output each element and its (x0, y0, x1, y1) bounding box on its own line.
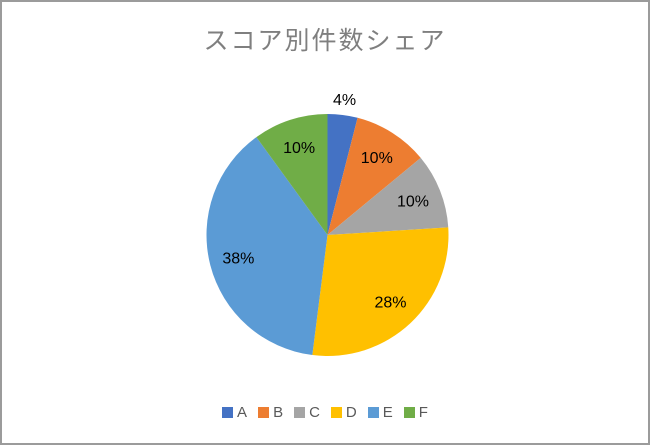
legend-marker-A (222, 406, 234, 418)
pie-slice-E[interactable] (206, 137, 328, 356)
pie-slice-F[interactable] (256, 114, 328, 235)
legend-label-E: E (382, 403, 393, 421)
chart-title[interactable]: スコア別件数シェア (203, 27, 447, 55)
pie-slice-A[interactable] (327, 114, 358, 235)
legend-marker-E (367, 406, 379, 418)
data-label-E: 38% (222, 250, 254, 267)
legend-label-B: B (273, 403, 284, 421)
legend-item-C[interactable]: C (294, 405, 320, 420)
pie-slice-B[interactable] (327, 117, 421, 235)
legend-label-D: D (345, 403, 357, 421)
legend-label-F: F (418, 403, 428, 421)
data-label-F: 10% (283, 140, 315, 157)
data-label-A: 4% (333, 92, 356, 109)
legend-marker-B (258, 406, 270, 418)
legend-item-D[interactable]: D (330, 403, 357, 421)
legend-marker-D (330, 406, 342, 418)
legend-item-F[interactable]: F (403, 403, 428, 421)
legend-marker-F (403, 406, 415, 418)
chart-legend: A B C D E F (2, 402, 648, 422)
legend-item-E[interactable]: E (367, 403, 393, 421)
data-label-B: 10% (361, 150, 393, 167)
legend-label-C: C (309, 403, 320, 421)
pie-slice-C[interactable] (327, 157, 449, 235)
legend-label-A: A (237, 403, 248, 421)
data-label-D: 28% (374, 295, 406, 312)
legend-marker-C (294, 406, 306, 418)
legend-item-B[interactable]: B (258, 405, 283, 420)
data-label-C: 10% (397, 194, 429, 211)
legend-item-A[interactable]: A (222, 405, 247, 420)
pie-slice-D[interactable] (312, 227, 449, 357)
